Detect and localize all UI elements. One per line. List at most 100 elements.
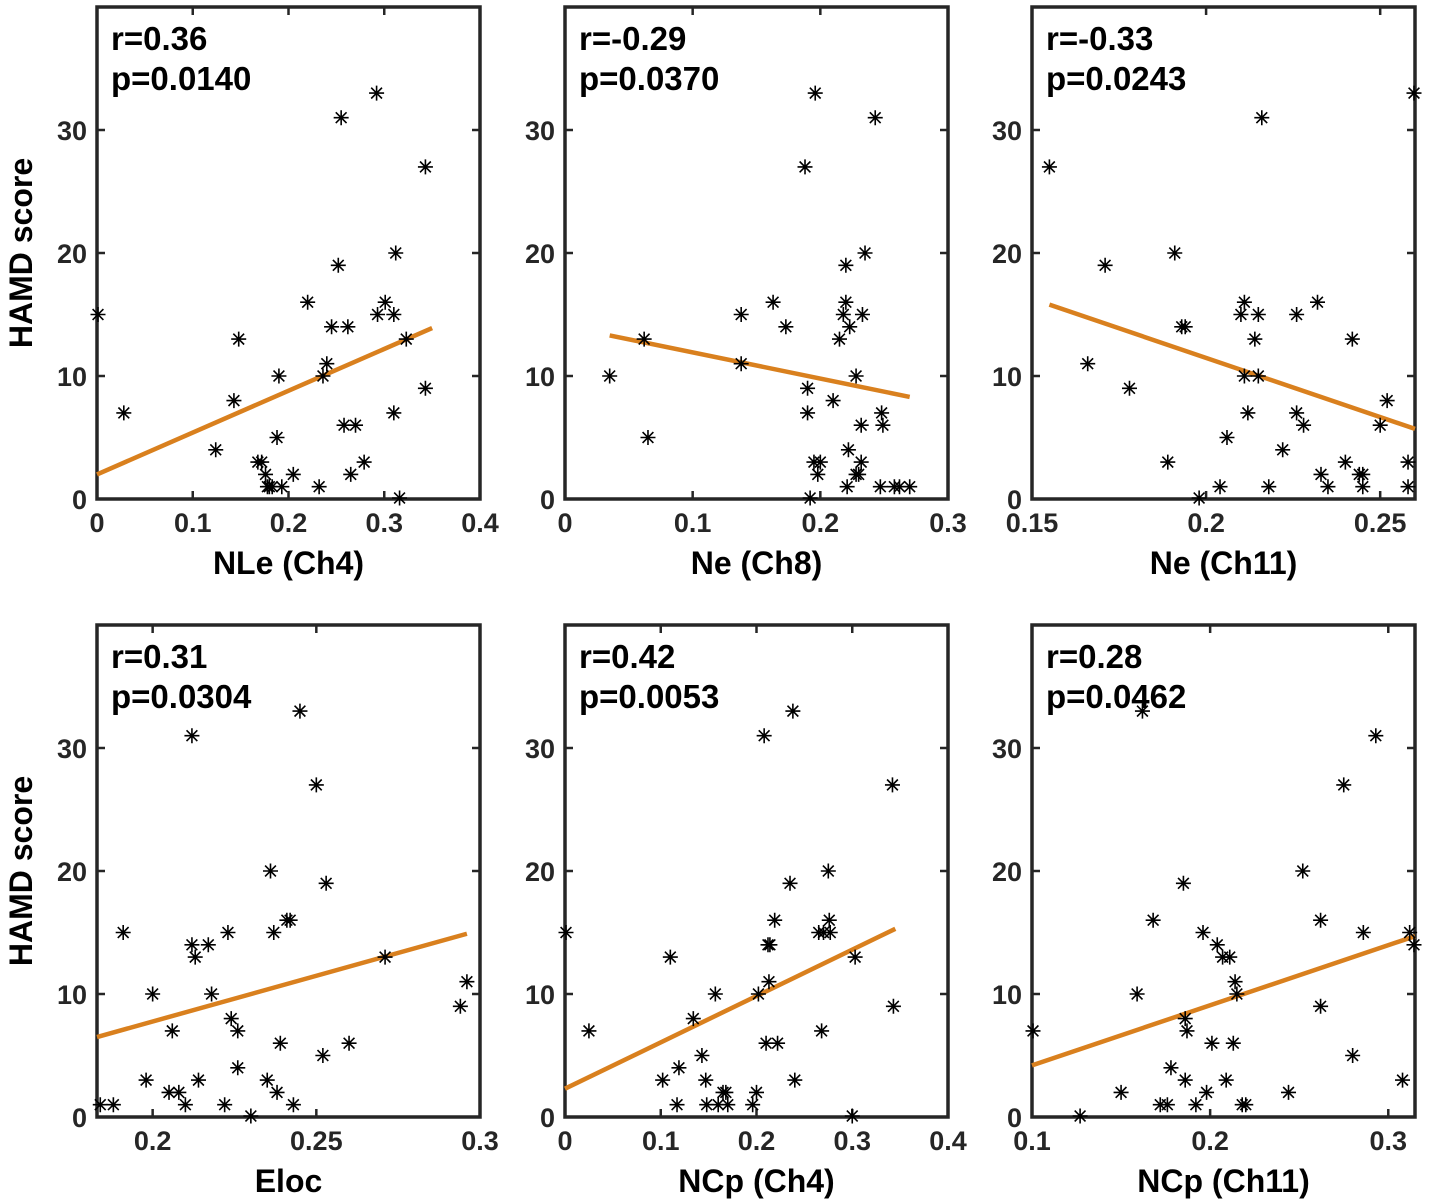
data-point <box>1313 466 1329 482</box>
data-point <box>269 1084 285 1100</box>
data-point <box>848 368 864 384</box>
data-point <box>226 393 242 409</box>
data-point <box>340 319 356 335</box>
data-point <box>558 925 574 940</box>
data-point <box>318 875 334 891</box>
data-point <box>800 405 816 421</box>
data-point <box>1219 430 1235 445</box>
data-point <box>1344 331 1360 347</box>
x-axis-label: NLe (Ch4) <box>213 545 364 581</box>
data-point <box>821 912 837 928</box>
data-point <box>1218 1072 1234 1088</box>
x-tick-label: 0.4 <box>929 1126 967 1156</box>
x-tick-label: 0 <box>89 508 104 538</box>
data-point <box>190 1072 206 1088</box>
data-point <box>797 159 813 175</box>
data-point <box>1212 479 1228 495</box>
data-point <box>254 454 270 470</box>
x-tick-label: 0 <box>557 1126 572 1156</box>
data-point <box>602 368 618 384</box>
data-point <box>459 974 475 990</box>
data-point <box>392 490 408 506</box>
data-point <box>749 1084 764 1100</box>
data-point <box>164 1023 180 1039</box>
x-tick-label: 0.4 <box>461 508 499 538</box>
data-point <box>800 380 816 396</box>
data-point <box>343 466 359 482</box>
x-tick-label: 0.25 <box>290 1126 343 1156</box>
p-value-label: p=0.0370 <box>579 60 719 97</box>
data-point <box>655 1072 671 1088</box>
data-point <box>398 331 414 347</box>
data-point <box>1209 937 1225 953</box>
data-point <box>1240 405 1256 421</box>
data-point <box>761 974 777 990</box>
p-value-label: p=0.0243 <box>1046 60 1186 97</box>
y-tick-label: 30 <box>57 734 87 764</box>
data-point <box>756 728 772 744</box>
data-point <box>231 331 247 347</box>
data-point <box>807 85 823 101</box>
data-point <box>733 307 749 322</box>
data-point <box>177 1097 193 1113</box>
panel-3: 0.15 0.2 0.25 0 10 20 30 Ne (Ch11) r=-0.33p=0.02… <box>992 5 1422 581</box>
data-point <box>377 294 393 310</box>
data-point <box>669 1097 685 1113</box>
data-point <box>814 1023 830 1039</box>
x-axis-label: NCp (Ch11) <box>1137 1163 1309 1199</box>
y-tick-label: 20 <box>525 239 555 269</box>
y-tick-label: 10 <box>57 980 87 1010</box>
data-point <box>1177 1011 1193 1027</box>
y-tick-label: 30 <box>525 116 555 146</box>
data-point <box>1310 294 1326 310</box>
data-point <box>885 998 901 1014</box>
data-point <box>770 1035 786 1051</box>
data-point <box>1372 417 1388 433</box>
data-point <box>1080 356 1096 372</box>
data-point <box>750 986 766 1002</box>
y-tick-label: 30 <box>525 734 555 764</box>
data-point <box>1281 1084 1297 1100</box>
data-point <box>208 442 224 458</box>
data-point <box>417 380 433 396</box>
data-point <box>369 85 385 101</box>
data-point <box>1222 949 1238 965</box>
data-point <box>370 307 386 322</box>
data-point <box>348 417 364 433</box>
data-point <box>762 937 778 953</box>
y-tick-label: 10 <box>525 980 555 1010</box>
x-tick-label: 0.2 <box>1191 1126 1229 1156</box>
y-tick-label: 0 <box>540 485 555 515</box>
data-point <box>1159 1097 1175 1113</box>
data-point <box>707 986 723 1002</box>
data-point <box>1113 1084 1129 1100</box>
data-point <box>1204 1035 1220 1051</box>
data-point <box>1134 703 1150 719</box>
data-point <box>187 949 203 965</box>
data-point <box>333 110 349 126</box>
data-point <box>875 417 891 433</box>
data-point <box>308 777 324 793</box>
data-point <box>264 479 280 495</box>
regression-line <box>96 325 434 477</box>
data-point <box>269 430 285 445</box>
data-point <box>1406 85 1422 101</box>
data-point <box>847 949 863 965</box>
data-point <box>835 307 851 322</box>
data-point <box>1254 110 1270 126</box>
data-point <box>1121 380 1137 396</box>
correlation-r-label: r=0.42 <box>579 638 675 675</box>
data-point <box>92 1097 108 1113</box>
data-point <box>831 331 847 347</box>
data-point <box>311 479 327 495</box>
y-tick-label: 20 <box>992 857 1022 887</box>
data-point <box>258 466 274 482</box>
x-axis-label: Ne (Ch11) <box>1150 545 1298 581</box>
p-value-label: p=0.0053 <box>579 678 719 715</box>
correlation-r-label: r=0.36 <box>111 20 207 57</box>
regression-line <box>609 333 911 400</box>
data-point <box>171 1084 187 1100</box>
data-point <box>822 925 838 940</box>
data-point <box>785 703 801 719</box>
data-point <box>1025 1023 1041 1039</box>
